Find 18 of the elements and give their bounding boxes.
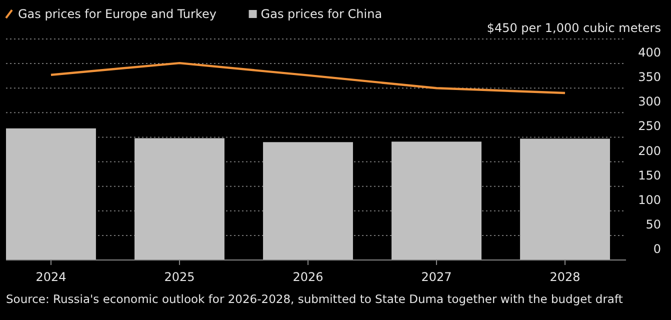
y-tick-label: 100 [638, 192, 661, 207]
y-tick-label: 300 [638, 94, 661, 109]
x-tick-label: 2025 [164, 270, 195, 284]
legend-label: Gas prices for Europe and Turkey [18, 7, 216, 21]
source-note: Source: Russia's economic outlook for 2026-2028, submitted to State Duma together with the budget draft [6, 292, 624, 306]
y-tick-label: 0 [653, 242, 661, 256]
y-tick-label: 150 [638, 168, 661, 182]
y-tick-label: 50 [646, 217, 661, 232]
x-tick-label: 2026 [292, 270, 324, 284]
legend-label: Gas prices for China [260, 7, 382, 21]
y-tick-label: 200 [638, 144, 661, 158]
y-tick-label: $450 per 1,000 cubic meters [486, 21, 661, 35]
y-tick-label: 350 [638, 70, 661, 84]
y-tick-label: 400 [638, 46, 661, 60]
x-tick-label: 2027 [421, 270, 452, 284]
y-tick-label: 250 [638, 119, 661, 134]
x-tick-label: 2028 [550, 270, 580, 284]
x-tick-label: 2024 [36, 270, 66, 284]
